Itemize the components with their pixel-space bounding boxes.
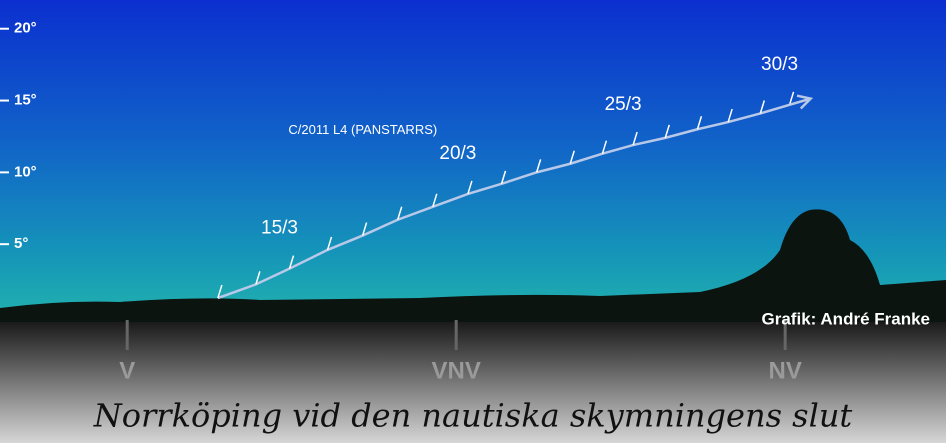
y-tick-label: 20° — [14, 20, 37, 37]
x-tick-label: V — [119, 357, 135, 384]
date-label: 25/3 — [605, 94, 642, 115]
date-label: 15/3 — [261, 218, 298, 239]
series-name: C/2011 L4 (PANSTARRS) — [288, 122, 437, 137]
chart: 5° 10° 15° 20° V VNV NV 15/3 20/3 25/3 30/3 C/2011 … — [0, 0, 946, 443]
x-tick-label: VNV — [432, 357, 481, 384]
date-label: 30/3 — [761, 54, 798, 75]
x-tick-label: NV — [768, 357, 801, 384]
y-tick-label: 15° — [14, 92, 37, 109]
chart-title: Norrköping vid den nautiska skymningens … — [93, 397, 853, 435]
date-label: 20/3 — [439, 143, 476, 164]
credit: Grafik: André Franke — [762, 309, 930, 328]
y-tick-label: 10° — [14, 163, 37, 180]
y-tick-label: 5° — [14, 235, 28, 252]
